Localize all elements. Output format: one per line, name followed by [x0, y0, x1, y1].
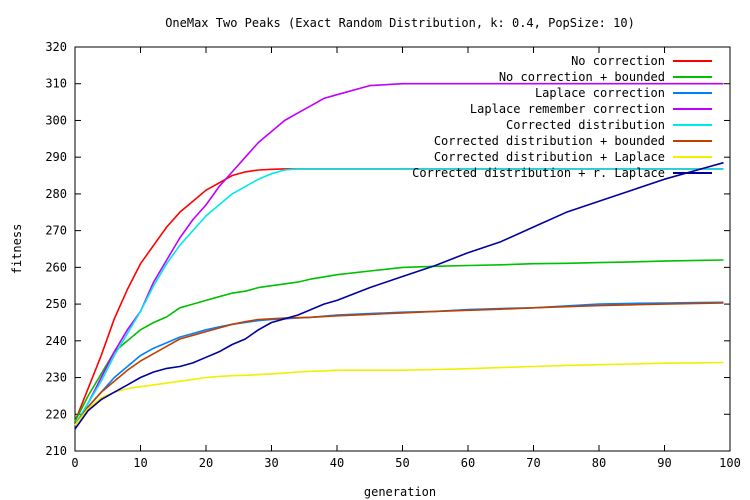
x-tick-label: 90: [657, 456, 671, 470]
series-line-7: [74, 361, 724, 426]
x-tick-label: 20: [199, 456, 213, 470]
legend-label: Laplace correction: [535, 86, 665, 100]
x-axis: 0 10 20 30 40 50 60 70 80 90 100: [71, 47, 741, 470]
legend-label: No correction: [571, 54, 665, 68]
x-tick-label: 0: [71, 456, 78, 470]
y-axis-label: fitness: [10, 224, 24, 275]
y-tick-label: 230: [45, 371, 67, 385]
x-tick-label: 10: [133, 456, 147, 470]
series-lines: [74, 82, 724, 430]
legend-label: Corrected distribution + r. Laplace: [412, 166, 665, 180]
x-tick-label: 40: [330, 456, 344, 470]
x-tick-label: 80: [592, 456, 606, 470]
series-line-2: [74, 259, 724, 422]
y-tick-label: 320: [45, 40, 67, 54]
legend-label: No correction + bounded: [499, 70, 665, 84]
y-tick-label: 240: [45, 334, 67, 348]
series-line-8: [74, 161, 724, 430]
y-tick-label: 300: [45, 113, 67, 127]
legend: No correction No correction + bounded Lapl…: [412, 54, 712, 180]
series-line-5: [74, 168, 724, 426]
y-tick-label: 280: [45, 187, 67, 201]
x-tick-label: 60: [461, 456, 475, 470]
y-tick-label: 310: [45, 77, 67, 91]
legend-label: Corrected distribution: [506, 118, 665, 132]
chart-title: OneMax Two Peaks (Exact Random Distribut…: [165, 16, 635, 30]
series-line-1: [74, 168, 724, 422]
x-axis-label: generation: [364, 485, 436, 499]
y-tick-label: 270: [45, 224, 67, 238]
legend-label: Corrected distribution + bounded: [434, 134, 665, 148]
y-tick-label: 220: [45, 407, 67, 421]
x-tick-label: 50: [395, 456, 409, 470]
x-tick-label: 70: [526, 456, 540, 470]
x-tick-label: 100: [719, 456, 741, 470]
y-tick-label: 250: [45, 297, 67, 311]
y-tick-label: 210: [45, 444, 67, 458]
y-tick-label: 260: [45, 260, 67, 274]
y-tick-label: 290: [45, 150, 67, 164]
legend-label: Laplace remember correction: [470, 102, 665, 116]
x-tick-label: 30: [264, 456, 278, 470]
y-axis: 210 220 230 240 250 260 270 280 290 300 310 320: [45, 40, 730, 458]
legend-label: Corrected distribution + Laplace: [434, 150, 665, 164]
